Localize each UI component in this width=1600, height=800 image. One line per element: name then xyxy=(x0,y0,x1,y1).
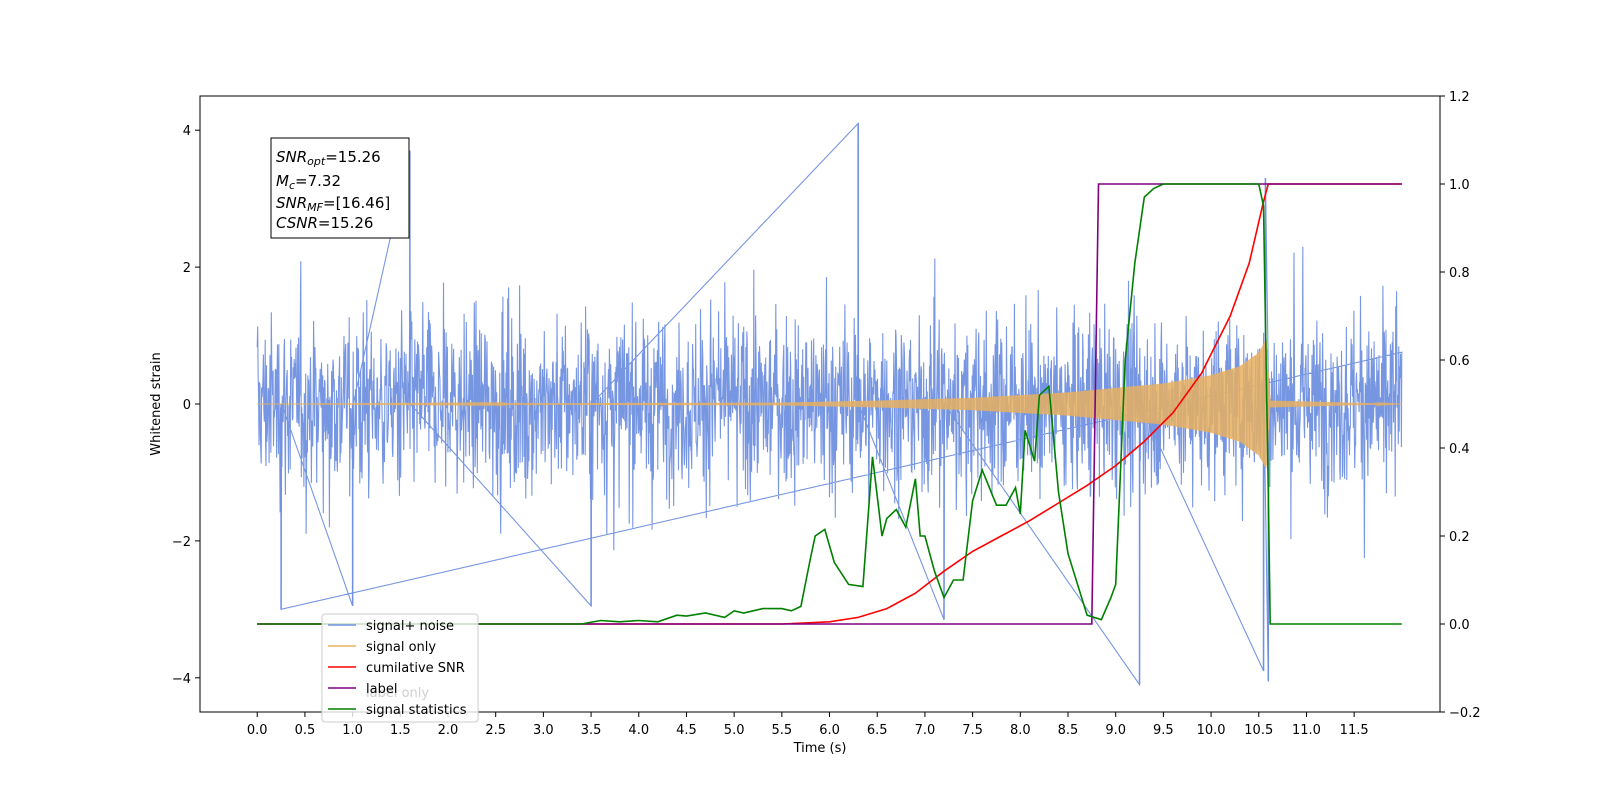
x-tick-label: 6.0 xyxy=(819,723,840,738)
legend-label-signal-statistics: signal statistics xyxy=(366,703,467,718)
y-tick-label: 2 xyxy=(183,261,191,276)
legend-label-signal-noise: signal+ noise xyxy=(366,619,454,634)
x-tick-label: 2.0 xyxy=(438,723,459,738)
x-tick-label: 2.5 xyxy=(485,723,506,738)
annotation-line-3-value: =[16.46] xyxy=(323,194,390,212)
x-tick-label: 6.5 xyxy=(867,723,888,738)
annotation-line-2: Mc=7.32 xyxy=(276,172,341,192)
x-tick-label: 10.5 xyxy=(1244,723,1273,738)
series-label xyxy=(257,183,1402,625)
y-axis-label: Whitened strain xyxy=(149,352,164,455)
x-axis-label: Time (s) xyxy=(793,741,847,756)
series-signal-noise xyxy=(256,122,1403,687)
x-tick-label: 8.0 xyxy=(1010,723,1031,738)
y2-tick-label: 1.2 xyxy=(1449,90,1470,105)
y2-tick-label: −0.2 xyxy=(1449,706,1481,721)
x-tick-label: 4.5 xyxy=(676,723,697,738)
y-tick-label: 0 xyxy=(183,398,191,413)
x-tick-label: 1.5 xyxy=(390,723,411,738)
x-tick-label: 10.0 xyxy=(1197,723,1226,738)
x-tick-label: 5.5 xyxy=(772,723,793,738)
annotation-line-1-value: =15.26 xyxy=(325,148,381,166)
x-tick-label: 3.0 xyxy=(533,723,554,738)
annotation-line-4: CSNR=15.26 xyxy=(276,214,373,232)
annotation-line-1-main: SNR xyxy=(276,148,307,166)
annotation-line-2-sub: c xyxy=(289,179,295,192)
series-cumulative-snr xyxy=(257,183,1402,625)
x-tick-label: 11.5 xyxy=(1340,723,1369,738)
annotation-line-2-value: =7.32 xyxy=(295,172,341,190)
x-tick-label: 11.0 xyxy=(1292,723,1321,738)
series-layer xyxy=(256,122,1403,687)
series-signal-statistics xyxy=(257,183,1402,625)
legend-frame xyxy=(321,613,479,723)
y2-tick-label: 1.0 xyxy=(1449,178,1470,193)
annotation-box: SNRopt=15.26 Mc=7.32 SNRMF=[16.46] CSNR=… xyxy=(270,137,410,239)
x-tick-label: 9.5 xyxy=(1153,723,1174,738)
annotation-line-1: SNRopt=15.26 xyxy=(276,148,381,168)
x-tick-label: 1.0 xyxy=(342,723,363,738)
x-tick-label: 8.5 xyxy=(1058,723,1079,738)
y-tick-label: −4 xyxy=(172,672,191,687)
x-tick-label: 4.0 xyxy=(628,723,649,738)
legend: signal+ noise signal only cumilative SNR… xyxy=(321,613,479,723)
y-tick-label: −2 xyxy=(172,535,191,550)
x-tick-label: 9.0 xyxy=(1105,723,1126,738)
annotation-line-2-main: M xyxy=(276,172,289,190)
y2-tick-label: 0.0 xyxy=(1449,618,1470,633)
annotation-line-3-sub: MF xyxy=(307,201,323,214)
legend-label-label: label xyxy=(366,682,397,697)
y2-tick-label: 0.6 xyxy=(1449,354,1470,369)
annotation-line-4-main: CSNR xyxy=(276,214,318,232)
annotation-line-3: SNRMF=[16.46] xyxy=(276,194,390,214)
annotation-frame xyxy=(270,137,410,239)
x-tick-label: 5.0 xyxy=(724,723,745,738)
series-signal-only xyxy=(257,339,1402,469)
y2-tick-label: 0.4 xyxy=(1449,442,1470,457)
legend-label-cumulative-snr: cumilative SNR xyxy=(366,661,465,676)
annotation-line-4-value: =15.26 xyxy=(318,214,374,232)
x-tick-label: 7.5 xyxy=(962,723,983,738)
x-tick-label: 0.5 xyxy=(295,723,316,738)
y-axis-right: −0.2 0.0 0.2 0.4 0.6 0.8 1.0 1.2 xyxy=(1440,90,1481,721)
y2-tick-label: 0.8 xyxy=(1449,266,1470,281)
x-axis: 0.0 0.5 1.0 1.5 2.0 2.5 3.0 3.5 4.0 4.5 5.0 5.5 6.0 6… xyxy=(247,712,1369,738)
y2-tick-label: 0.2 xyxy=(1449,530,1470,545)
y-axis-left: −4 −2 0 2 4 xyxy=(172,124,200,687)
x-tick-label: 3.5 xyxy=(581,723,602,738)
y-tick-label: 4 xyxy=(183,124,191,139)
x-tick-label: 7.0 xyxy=(915,723,936,738)
annotation-line-1-sub: opt xyxy=(307,155,326,168)
legend-label-signal-only: signal only xyxy=(366,640,436,655)
legend-label-label-only: label only xyxy=(366,686,429,701)
annotation-line-3-main: SNR xyxy=(276,194,307,212)
x-tick-label: 0.0 xyxy=(247,723,268,738)
